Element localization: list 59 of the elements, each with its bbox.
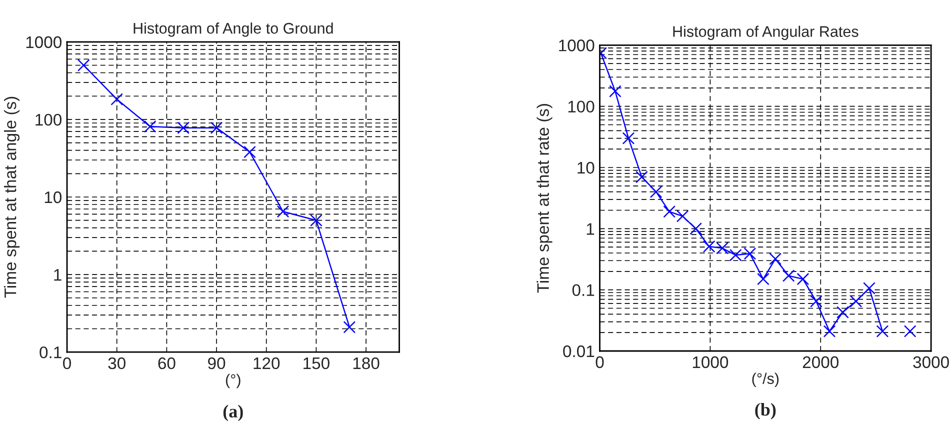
point xyxy=(757,272,770,286)
x-tick-label: 0 xyxy=(596,356,604,368)
x-tick-label: 90 xyxy=(208,357,226,370)
x-tick-label: 150 xyxy=(304,357,330,370)
text: (b) xyxy=(755,402,776,420)
x-tick-label: 30 xyxy=(108,357,126,370)
x-axis-title: (°) xyxy=(226,374,240,388)
y-tick-label: 10 xyxy=(578,162,594,174)
point xyxy=(636,170,648,184)
y-tick-label: 1 xyxy=(54,269,62,281)
point xyxy=(810,295,822,308)
point xyxy=(836,306,849,318)
y-axis-title: Time spent at that angle (s) xyxy=(4,96,20,298)
point xyxy=(650,186,662,198)
point xyxy=(690,222,702,235)
y-tick-label: 1000 xyxy=(26,36,62,48)
y-tick-label: 0.1 xyxy=(572,284,594,296)
x-tick-label: 2000 xyxy=(802,356,839,368)
point xyxy=(904,325,916,338)
x-tick-label: 180 xyxy=(353,357,380,370)
point xyxy=(210,122,223,134)
point xyxy=(144,120,156,133)
y-tick-label: 1 xyxy=(586,223,594,235)
point xyxy=(343,320,356,334)
text: (a) xyxy=(223,404,243,422)
point xyxy=(876,325,889,338)
point xyxy=(796,272,810,286)
point xyxy=(850,295,862,308)
x-tick-label: 3000 xyxy=(913,356,949,368)
point xyxy=(276,205,290,218)
x-tick-label: 60 xyxy=(158,357,176,370)
point xyxy=(609,85,622,98)
y-tick-label: 1000 xyxy=(559,40,594,52)
point xyxy=(177,122,190,134)
point xyxy=(729,248,742,262)
point xyxy=(676,210,689,222)
point xyxy=(310,214,322,227)
point xyxy=(244,146,256,158)
point xyxy=(863,282,876,294)
y-tick-label: 10 xyxy=(44,191,62,204)
y-tick-label: 100 xyxy=(568,100,594,113)
y-tick-label: 0.01 xyxy=(563,345,594,358)
x-tick-label: 1000 xyxy=(692,356,728,368)
chart-title: Histogram of Angle to Ground xyxy=(134,22,333,37)
point xyxy=(744,247,756,260)
point xyxy=(110,93,124,106)
y-axis-title: Time spent at that rate (s) xyxy=(536,104,552,293)
point xyxy=(823,325,836,338)
point xyxy=(782,270,795,282)
chart-title: Histogram of Angular Rates xyxy=(673,26,858,40)
point xyxy=(77,59,90,72)
point xyxy=(769,252,782,266)
point xyxy=(663,205,676,218)
x-tick-label: 120 xyxy=(254,357,280,370)
y-tick-label: 0.1 xyxy=(40,346,62,358)
y-tick-label: 100 xyxy=(36,114,62,126)
x-tick-label: 0 xyxy=(63,357,72,370)
point xyxy=(622,132,635,144)
x-axis-title: (°/s) xyxy=(752,372,779,388)
